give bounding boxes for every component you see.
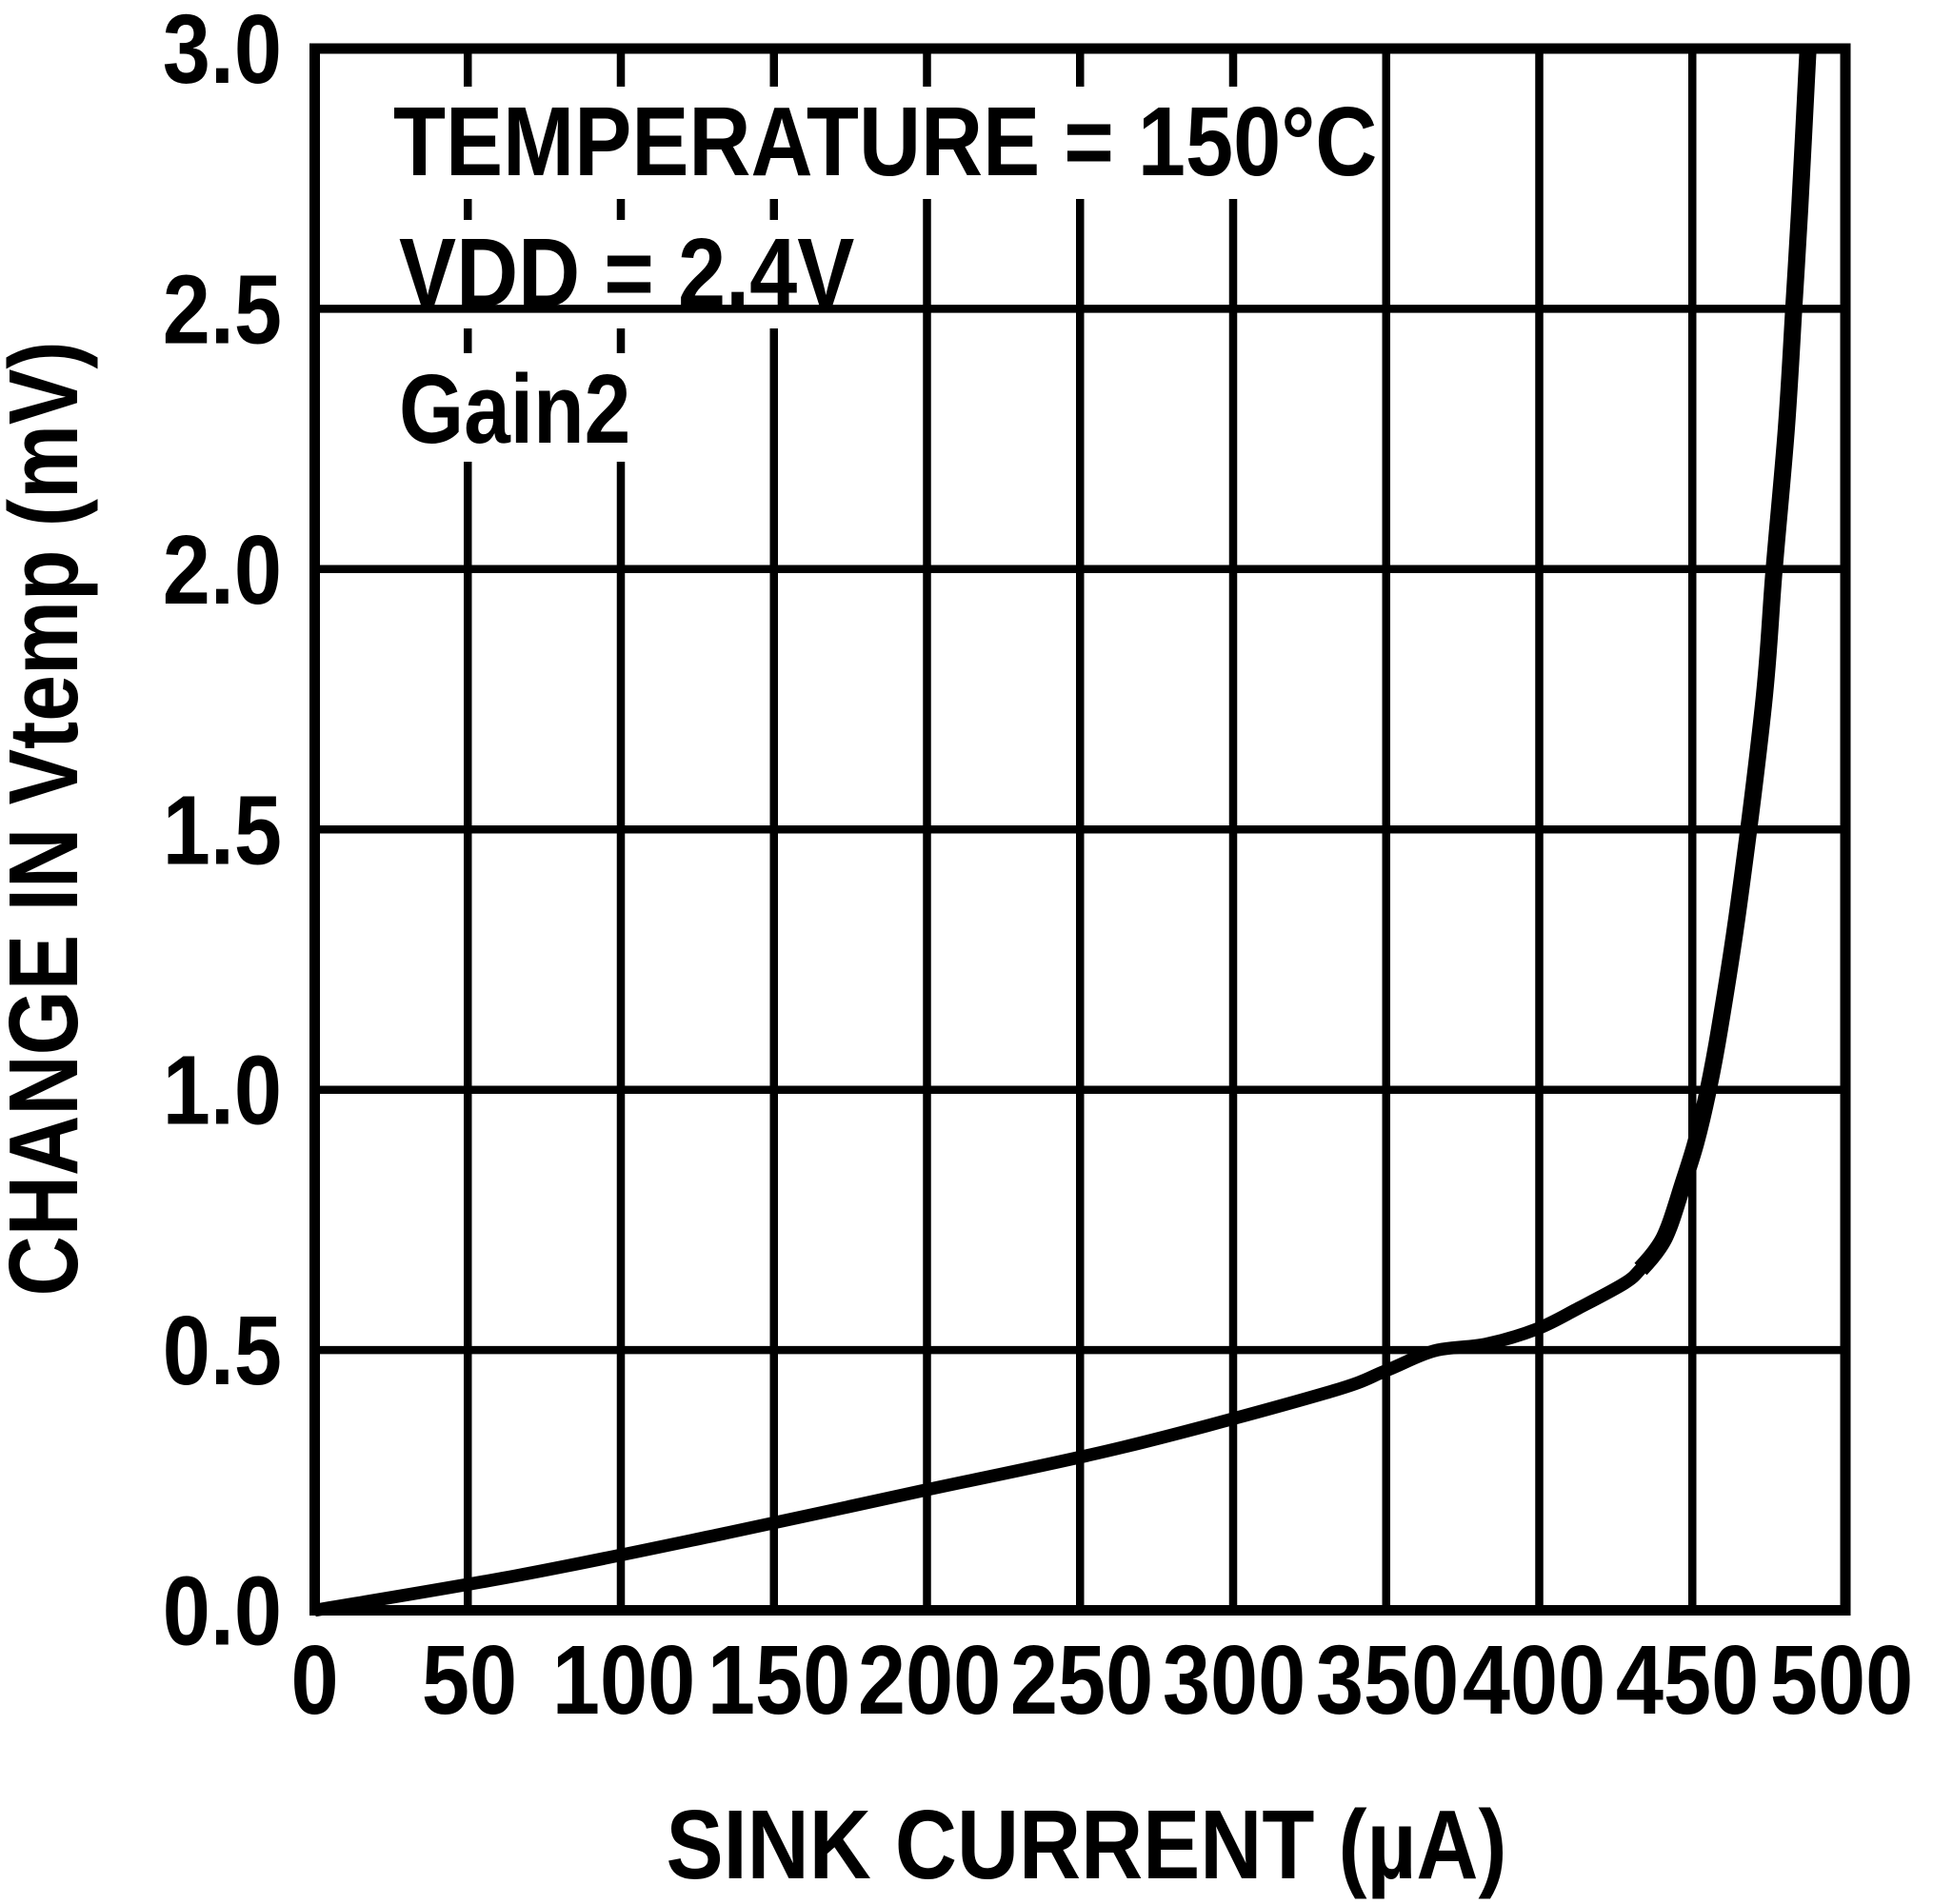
svg-text:1.5: 1.5 (163, 775, 282, 885)
svg-text:2.0: 2.0 (163, 514, 282, 625)
svg-text:250: 250 (1010, 1624, 1153, 1735)
svg-text:0: 0 (290, 1624, 338, 1735)
svg-text:100: 100 (552, 1624, 695, 1735)
svg-text:1.0: 1.0 (163, 1035, 282, 1145)
svg-text:500: 500 (1770, 1624, 1913, 1735)
svg-text:0.0: 0.0 (163, 1556, 282, 1666)
svg-text:3.0: 3.0 (163, 0, 282, 104)
svg-text:200: 200 (858, 1624, 1001, 1735)
svg-text:SINK CURRENT (µA): SINK CURRENT (µA) (667, 1789, 1507, 1899)
svg-text:TEMPERATURE = 150°C: TEMPERATURE = 150°C (393, 86, 1377, 196)
svg-text:0.5: 0.5 (163, 1295, 282, 1405)
svg-text:350: 350 (1316, 1624, 1459, 1735)
svg-text:Gain2: Gain2 (399, 354, 630, 464)
svg-text:450: 450 (1616, 1624, 1759, 1735)
svg-text:400: 400 (1463, 1624, 1605, 1735)
svg-text:50: 50 (422, 1624, 517, 1735)
svg-text:150: 150 (707, 1624, 850, 1735)
svg-text:CHANGE IN Vtemp (mV): CHANGE IN Vtemp (mV) (0, 341, 99, 1296)
svg-text:300: 300 (1163, 1624, 1305, 1735)
svg-text:VDD = 2.4V: VDD = 2.4V (399, 217, 854, 327)
svg-text:2.5: 2.5 (163, 254, 282, 365)
